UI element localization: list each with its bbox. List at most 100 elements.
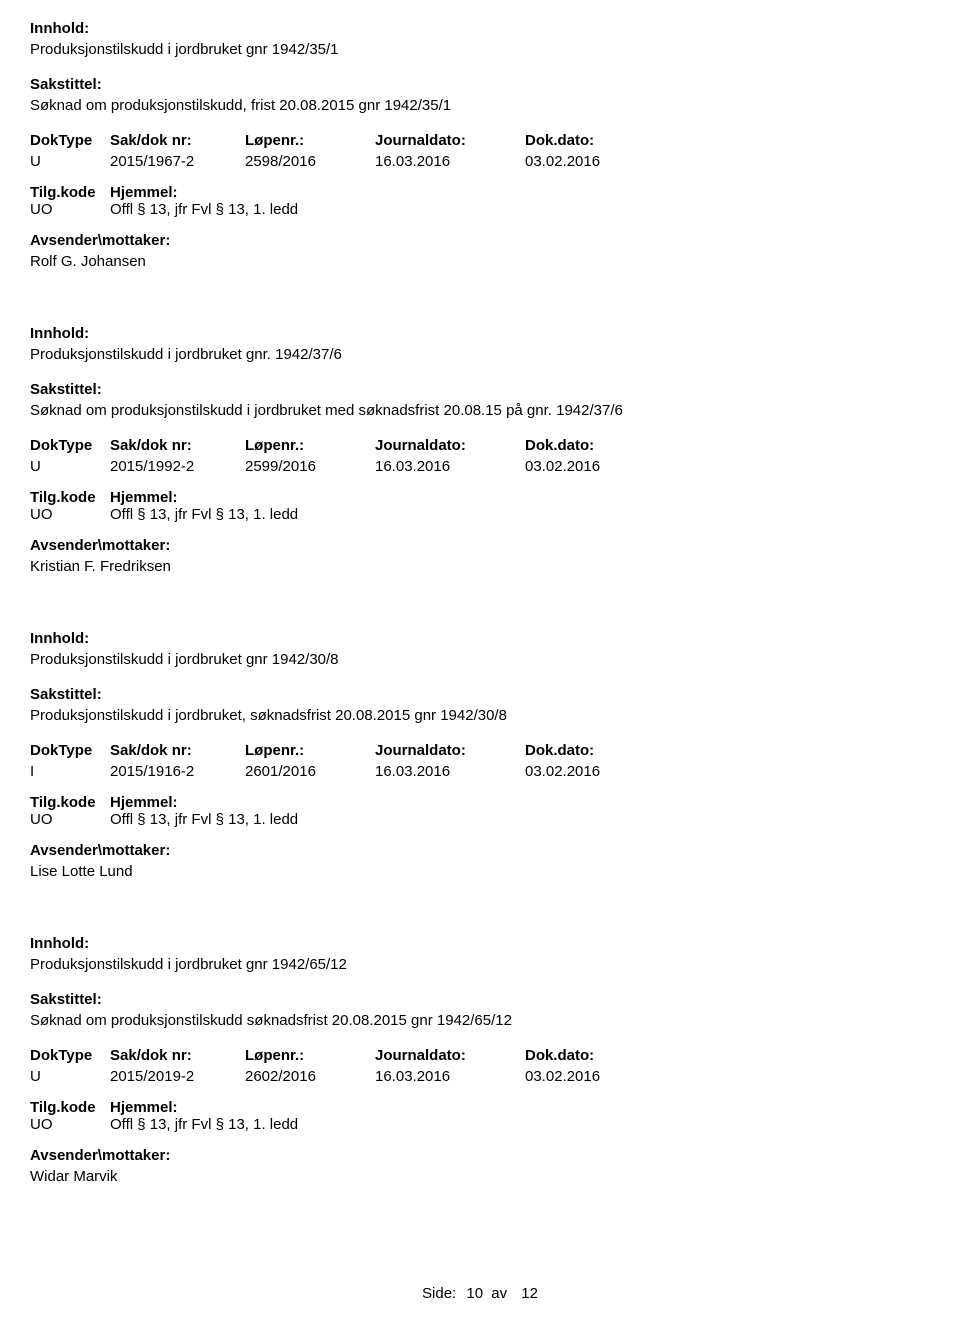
sakstittel-value: Søknad om produksjonstilskudd søknadsfri… <box>30 1012 930 1029</box>
lopenr-header: Løpenr.: <box>245 437 375 454</box>
avsender-value: Kristian F. Fredriksen <box>30 558 930 575</box>
innhold-value: Produksjonstilskudd i jordbruket gnr 194… <box>30 956 930 973</box>
doktype-header: DokType <box>30 437 110 454</box>
tilgkode-value: UO <box>30 201 110 218</box>
avsender-label: Avsender\mottaker: <box>30 232 930 249</box>
journal-record: Innhold: Produksjonstilskudd i jordbruke… <box>30 20 930 270</box>
sakstittel-label: Sakstittel: <box>30 76 930 93</box>
avsender-value: Lise Lotte Lund <box>30 863 930 880</box>
sakdok-header: Sak/dok nr: <box>110 1047 245 1064</box>
avsender-section: Avsender\mottaker: Kristian F. Fredrikse… <box>30 537 930 575</box>
avsender-label: Avsender\mottaker: <box>30 842 930 859</box>
avsender-section: Avsender\mottaker: Lise Lotte Lund <box>30 842 930 880</box>
avsender-label: Avsender\mottaker: <box>30 537 930 554</box>
page-footer: Side: 10 av 12 <box>30 1285 930 1302</box>
lopenr-header: Løpenr.: <box>245 742 375 759</box>
tilg-section: Tilg.kode Hjemmel: UO Offl § 13, jfr Fvl… <box>30 1099 930 1133</box>
tilg-section: Tilg.kode Hjemmel: UO Offl § 13, jfr Fvl… <box>30 489 930 523</box>
hjemmel-header: Hjemmel: <box>110 1099 930 1116</box>
innhold-label: Innhold: <box>30 325 930 342</box>
dokdato-header: Dok.dato: <box>525 437 655 454</box>
tilgkode-value: UO <box>30 811 110 828</box>
journaldato-header: Journaldato: <box>375 437 525 454</box>
lopenr-value: 2599/2016 <box>245 458 375 475</box>
hjemmel-header: Hjemmel: <box>110 489 930 506</box>
hjemmel-header: Hjemmel: <box>110 184 930 201</box>
table-header-row: DokType Sak/dok nr: Løpenr.: Journaldato… <box>30 437 930 454</box>
journal-record: Innhold: Produksjonstilskudd i jordbruke… <box>30 630 930 880</box>
tilg-data-row: UO Offl § 13, jfr Fvl § 13, 1. ledd <box>30 1116 930 1133</box>
tilg-header-row: Tilg.kode Hjemmel: <box>30 184 930 201</box>
avsender-label: Avsender\mottaker: <box>30 1147 930 1164</box>
doktype-header: DokType <box>30 742 110 759</box>
tilgkode-value: UO <box>30 506 110 523</box>
avsender-value: Rolf G. Johansen <box>30 253 930 270</box>
sakstittel-label: Sakstittel: <box>30 381 930 398</box>
dokdato-value: 03.02.2016 <box>525 763 655 780</box>
hjemmel-header: Hjemmel: <box>110 794 930 811</box>
journaldato-header: Journaldato: <box>375 132 525 149</box>
lopenr-header: Løpenr.: <box>245 1047 375 1064</box>
tilgkode-header: Tilg.kode <box>30 184 110 201</box>
journaldato-value: 16.03.2016 <box>375 458 525 475</box>
tilg-data-row: UO Offl § 13, jfr Fvl § 13, 1. ledd <box>30 811 930 828</box>
sakdok-value: 2015/1916-2 <box>110 763 245 780</box>
journaldato-header: Journaldato: <box>375 1047 525 1064</box>
dokdato-header: Dok.dato: <box>525 132 655 149</box>
tilgkode-header: Tilg.kode <box>30 1099 110 1116</box>
innhold-value: Produksjonstilskudd i jordbruket gnr 194… <box>30 41 930 58</box>
innhold-value: Produksjonstilskudd i jordbruket gnr 194… <box>30 651 930 668</box>
table-header-row: DokType Sak/dok nr: Løpenr.: Journaldato… <box>30 132 930 149</box>
dokdato-value: 03.02.2016 <box>525 458 655 475</box>
hjemmel-value: Offl § 13, jfr Fvl § 13, 1. ledd <box>110 1116 930 1133</box>
tilg-header-row: Tilg.kode Hjemmel: <box>30 794 930 811</box>
sakstittel-value: Produksjonstilskudd i jordbruket, søknad… <box>30 707 930 724</box>
tilgkode-header: Tilg.kode <box>30 794 110 811</box>
tilg-data-row: UO Offl § 13, jfr Fvl § 13, 1. ledd <box>30 506 930 523</box>
footer-page-number: 10 <box>466 1285 483 1302</box>
sakstittel-label: Sakstittel: <box>30 991 930 1008</box>
journal-record: Innhold: Produksjonstilskudd i jordbruke… <box>30 935 930 1185</box>
dokdato-header: Dok.dato: <box>525 742 655 759</box>
hjemmel-value: Offl § 13, jfr Fvl § 13, 1. ledd <box>110 506 930 523</box>
journaldato-value: 16.03.2016 <box>375 1068 525 1085</box>
hjemmel-value: Offl § 13, jfr Fvl § 13, 1. ledd <box>110 201 930 218</box>
avsender-section: Avsender\mottaker: Widar Marvik <box>30 1147 930 1185</box>
doktype-value: U <box>30 458 110 475</box>
tilgkode-value: UO <box>30 1116 110 1133</box>
doktype-value: I <box>30 763 110 780</box>
table-data-row: U 2015/2019-2 2602/2016 16.03.2016 03.02… <box>30 1068 930 1085</box>
sakstittel-value: Søknad om produksjonstilskudd i jordbruk… <box>30 402 930 419</box>
footer-av-label: av <box>491 1285 507 1302</box>
doktype-header: DokType <box>30 132 110 149</box>
innhold-label: Innhold: <box>30 20 930 37</box>
dokdato-value: 03.02.2016 <box>525 1068 655 1085</box>
lopenr-header: Løpenr.: <box>245 132 375 149</box>
tilg-header-row: Tilg.kode Hjemmel: <box>30 1099 930 1116</box>
lopenr-value: 2598/2016 <box>245 153 375 170</box>
innhold-label: Innhold: <box>30 935 930 952</box>
table-data-row: I 2015/1916-2 2601/2016 16.03.2016 03.02… <box>30 763 930 780</box>
sakdok-header: Sak/dok nr: <box>110 132 245 149</box>
tilg-header-row: Tilg.kode Hjemmel: <box>30 489 930 506</box>
avsender-section: Avsender\mottaker: Rolf G. Johansen <box>30 232 930 270</box>
tilg-section: Tilg.kode Hjemmel: UO Offl § 13, jfr Fvl… <box>30 794 930 828</box>
sakdok-value: 2015/2019-2 <box>110 1068 245 1085</box>
journaldato-header: Journaldato: <box>375 742 525 759</box>
journaldato-value: 16.03.2016 <box>375 153 525 170</box>
doktype-header: DokType <box>30 1047 110 1064</box>
sakdok-value: 2015/1992-2 <box>110 458 245 475</box>
table-data-row: U 2015/1967-2 2598/2016 16.03.2016 03.02… <box>30 153 930 170</box>
avsender-value: Widar Marvik <box>30 1168 930 1185</box>
lopenr-value: 2601/2016 <box>245 763 375 780</box>
dokdato-header: Dok.dato: <box>525 1047 655 1064</box>
hjemmel-value: Offl § 13, jfr Fvl § 13, 1. ledd <box>110 811 930 828</box>
table-header-row: DokType Sak/dok nr: Løpenr.: Journaldato… <box>30 1047 930 1064</box>
tilgkode-header: Tilg.kode <box>30 489 110 506</box>
sakdok-header: Sak/dok nr: <box>110 437 245 454</box>
journaldato-value: 16.03.2016 <box>375 763 525 780</box>
tilg-section: Tilg.kode Hjemmel: UO Offl § 13, jfr Fvl… <box>30 184 930 218</box>
footer-total-pages: 12 <box>521 1285 538 1302</box>
dokdato-value: 03.02.2016 <box>525 153 655 170</box>
sakdok-header: Sak/dok nr: <box>110 742 245 759</box>
